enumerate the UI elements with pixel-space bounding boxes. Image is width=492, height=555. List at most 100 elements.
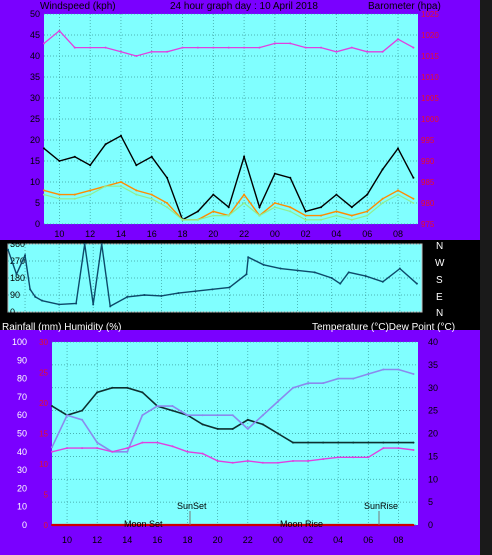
point-barometer-0 — [43, 42, 45, 45]
direction-tick-90: 90 — [10, 290, 20, 300]
point-direction-23 — [296, 269, 299, 272]
point-dew-point-19 — [337, 377, 340, 380]
windspeed-tick-30: 30 — [30, 93, 40, 103]
temp-time-tick-14: 14 — [122, 535, 132, 545]
wind-time-tick-12: 12 — [85, 229, 95, 239]
rain-tick-5: 5 — [44, 491, 49, 500]
point-gust-2 — [73, 155, 76, 158]
point-rainfall-18 — [322, 524, 325, 526]
point-temperature-16 — [291, 441, 294, 444]
direction-ticks: 0 90 180 270 360 — [10, 239, 25, 317]
point-barometer-15 — [273, 42, 276, 45]
point-wind-11 — [212, 210, 215, 213]
point-avg-wind-17 — [304, 218, 307, 221]
point-direction-5 — [41, 299, 44, 302]
windspeed-tick-15: 15 — [30, 156, 40, 166]
point-rainfall-1 — [66, 524, 69, 526]
point-dew-point-14 — [261, 414, 264, 417]
barometer-tick-975: 975 — [421, 220, 435, 229]
point-dew-point-20 — [352, 377, 355, 380]
barometer-tick-990: 990 — [421, 157, 435, 166]
point-humidity-10 — [201, 452, 204, 455]
point-wind-2 — [73, 193, 76, 196]
barometer-ticks: 975 980 985 990 995 1000 1005 1010 1015 1020 1025 — [421, 10, 439, 229]
point-avg-wind-0 — [43, 193, 45, 196]
windspeed-tick-25: 25 — [30, 114, 40, 124]
barometer-tick-1025: 1025 — [421, 10, 439, 19]
point-direction-29 — [381, 280, 384, 283]
point-barometer-17 — [304, 46, 307, 49]
point-barometer-7 — [150, 50, 153, 53]
wind-series — [43, 29, 415, 221]
point-barometer-19 — [335, 50, 338, 53]
rain-tick-30: 30 — [39, 338, 48, 347]
humidity-tick-0: 0 — [22, 520, 27, 530]
point-humidity-4 — [111, 450, 114, 453]
point-rainfall-10 — [201, 524, 204, 526]
chart-title: 24 hour graph day : 10 April 2018 — [170, 1, 318, 12]
point-direction-16 — [194, 290, 197, 293]
point-humidity-23 — [397, 447, 400, 450]
point-direction-4 — [34, 295, 37, 298]
point-temperature-2 — [81, 409, 84, 412]
rain-humidity-axis-title: Rainfall (mm) Humidity (%) — [2, 322, 121, 333]
point-direction-11 — [109, 305, 112, 308]
point-humidity-15 — [276, 461, 279, 464]
windspeed-tick-20: 20 — [30, 135, 40, 145]
point-rainfall-6 — [141, 524, 144, 526]
point-humidity-7 — [156, 441, 159, 444]
point-direction-27 — [347, 271, 350, 274]
wind-time-tick-06: 06 — [362, 229, 372, 239]
barometer-tick-1005: 1005 — [421, 94, 439, 103]
point-barometer-12 — [227, 46, 230, 49]
temperature-tick-5: 5 — [428, 497, 433, 507]
point-rainfall-21 — [367, 524, 370, 526]
point-wind-6 — [135, 189, 138, 192]
temp-time-tick-20: 20 — [213, 535, 223, 545]
point-rainfall-13 — [246, 524, 249, 526]
point-barometer-4 — [104, 46, 107, 49]
compass-e: E — [436, 292, 443, 303]
point-avg-wind-19 — [335, 214, 338, 217]
moonset-label: Moon Set — [124, 519, 163, 529]
point-dew-point-3 — [96, 441, 99, 444]
rain-tick-20: 20 — [39, 399, 48, 408]
point-wind-22 — [381, 197, 384, 200]
point-dew-point-21 — [367, 373, 370, 376]
point-direction-26 — [339, 282, 342, 285]
point-direction-1 — [15, 273, 18, 276]
windspeed-tick-0: 0 — [35, 219, 40, 229]
point-gust-13 — [243, 155, 246, 158]
point-avg-wind-16 — [289, 210, 292, 213]
point-gust-1 — [58, 160, 61, 162]
point-dew-point-17 — [307, 382, 310, 385]
point-avg-wind-12 — [227, 214, 230, 217]
point-rainfall-14 — [261, 524, 264, 526]
point-dew-point-13 — [246, 427, 249, 430]
point-humidity-8 — [171, 445, 174, 448]
point-rainfall-24 — [412, 524, 415, 526]
temp-series — [51, 368, 415, 527]
point-gust-7 — [150, 155, 153, 158]
point-dew-point-8 — [171, 405, 174, 408]
point-gust-15 — [273, 172, 276, 175]
direction-tick-360: 360 — [10, 239, 25, 249]
point-direction-31 — [415, 282, 418, 285]
point-avg-wind-3 — [89, 193, 92, 196]
sunset-label: SunSet — [177, 501, 207, 511]
wind-time-tick-16: 16 — [147, 229, 157, 239]
point-dew-point-0 — [51, 446, 53, 449]
wind-time-tick-20: 20 — [208, 229, 218, 239]
point-gust-20 — [350, 206, 353, 209]
rain-ticks: 0 5 10 15 20 25 30 — [39, 338, 48, 530]
point-humidity-17 — [307, 459, 310, 462]
point-humidity-14 — [261, 461, 264, 464]
point-rainfall-8 — [171, 524, 174, 526]
wind-time-tick-02: 02 — [301, 229, 311, 239]
point-wind-1 — [58, 193, 61, 196]
point-gust-4 — [104, 143, 107, 146]
point-temperature-4 — [111, 386, 114, 389]
wind-time-tick-22: 22 — [239, 229, 249, 239]
temp-time-tick-10: 10 — [62, 535, 72, 545]
point-direction-25 — [330, 277, 333, 279]
